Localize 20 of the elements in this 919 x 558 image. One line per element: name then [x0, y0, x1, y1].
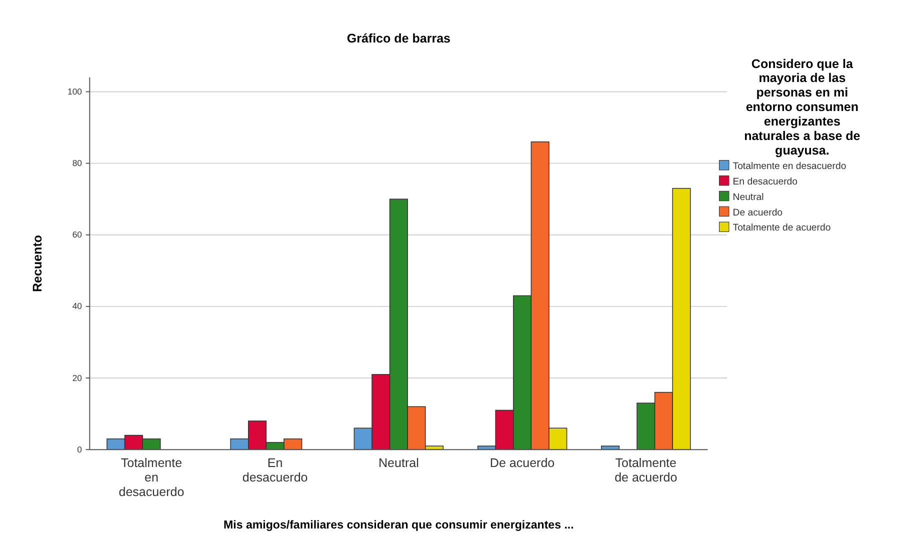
legend-label: De acuerdo [732, 207, 783, 218]
x-tick-label: Totalmente en desacuerdo [118, 456, 184, 499]
legend-title: Considero que la mayoria de las personas en mi entorno consumen energizantes naturales a base de guayusa. [744, 56, 860, 158]
legend-label: Totalmente en desacuerdo [732, 161, 846, 172]
x-tick-label: De acuerdo [490, 456, 555, 470]
x-tick-label: Neutral [378, 456, 419, 470]
legend-label: Totalmente de acuerdo [732, 222, 831, 234]
y-axis-title: Recuento [30, 234, 44, 292]
x-axis-title: Mis amigos/familiares consideran que consumir energizantes ... [224, 520, 574, 532]
y-tick-label: 80 [72, 158, 82, 168]
legend-label: En desacuerdo [732, 176, 798, 188]
y-tick-label: 0 [77, 444, 82, 454]
x-tick-label: En desacuerdo [242, 456, 308, 484]
y-tick-label: 20 [72, 372, 82, 383]
x-tick-label: Totalmente de acuerdo [614, 456, 678, 484]
chart-title: Gráfico de barras [346, 32, 451, 46]
y-tick-label: 100 [68, 86, 82, 97]
legend-label: Neutral [732, 192, 764, 203]
y-tick-label: 60 [72, 230, 82, 240]
y-tick-label: 40 [72, 301, 82, 312]
